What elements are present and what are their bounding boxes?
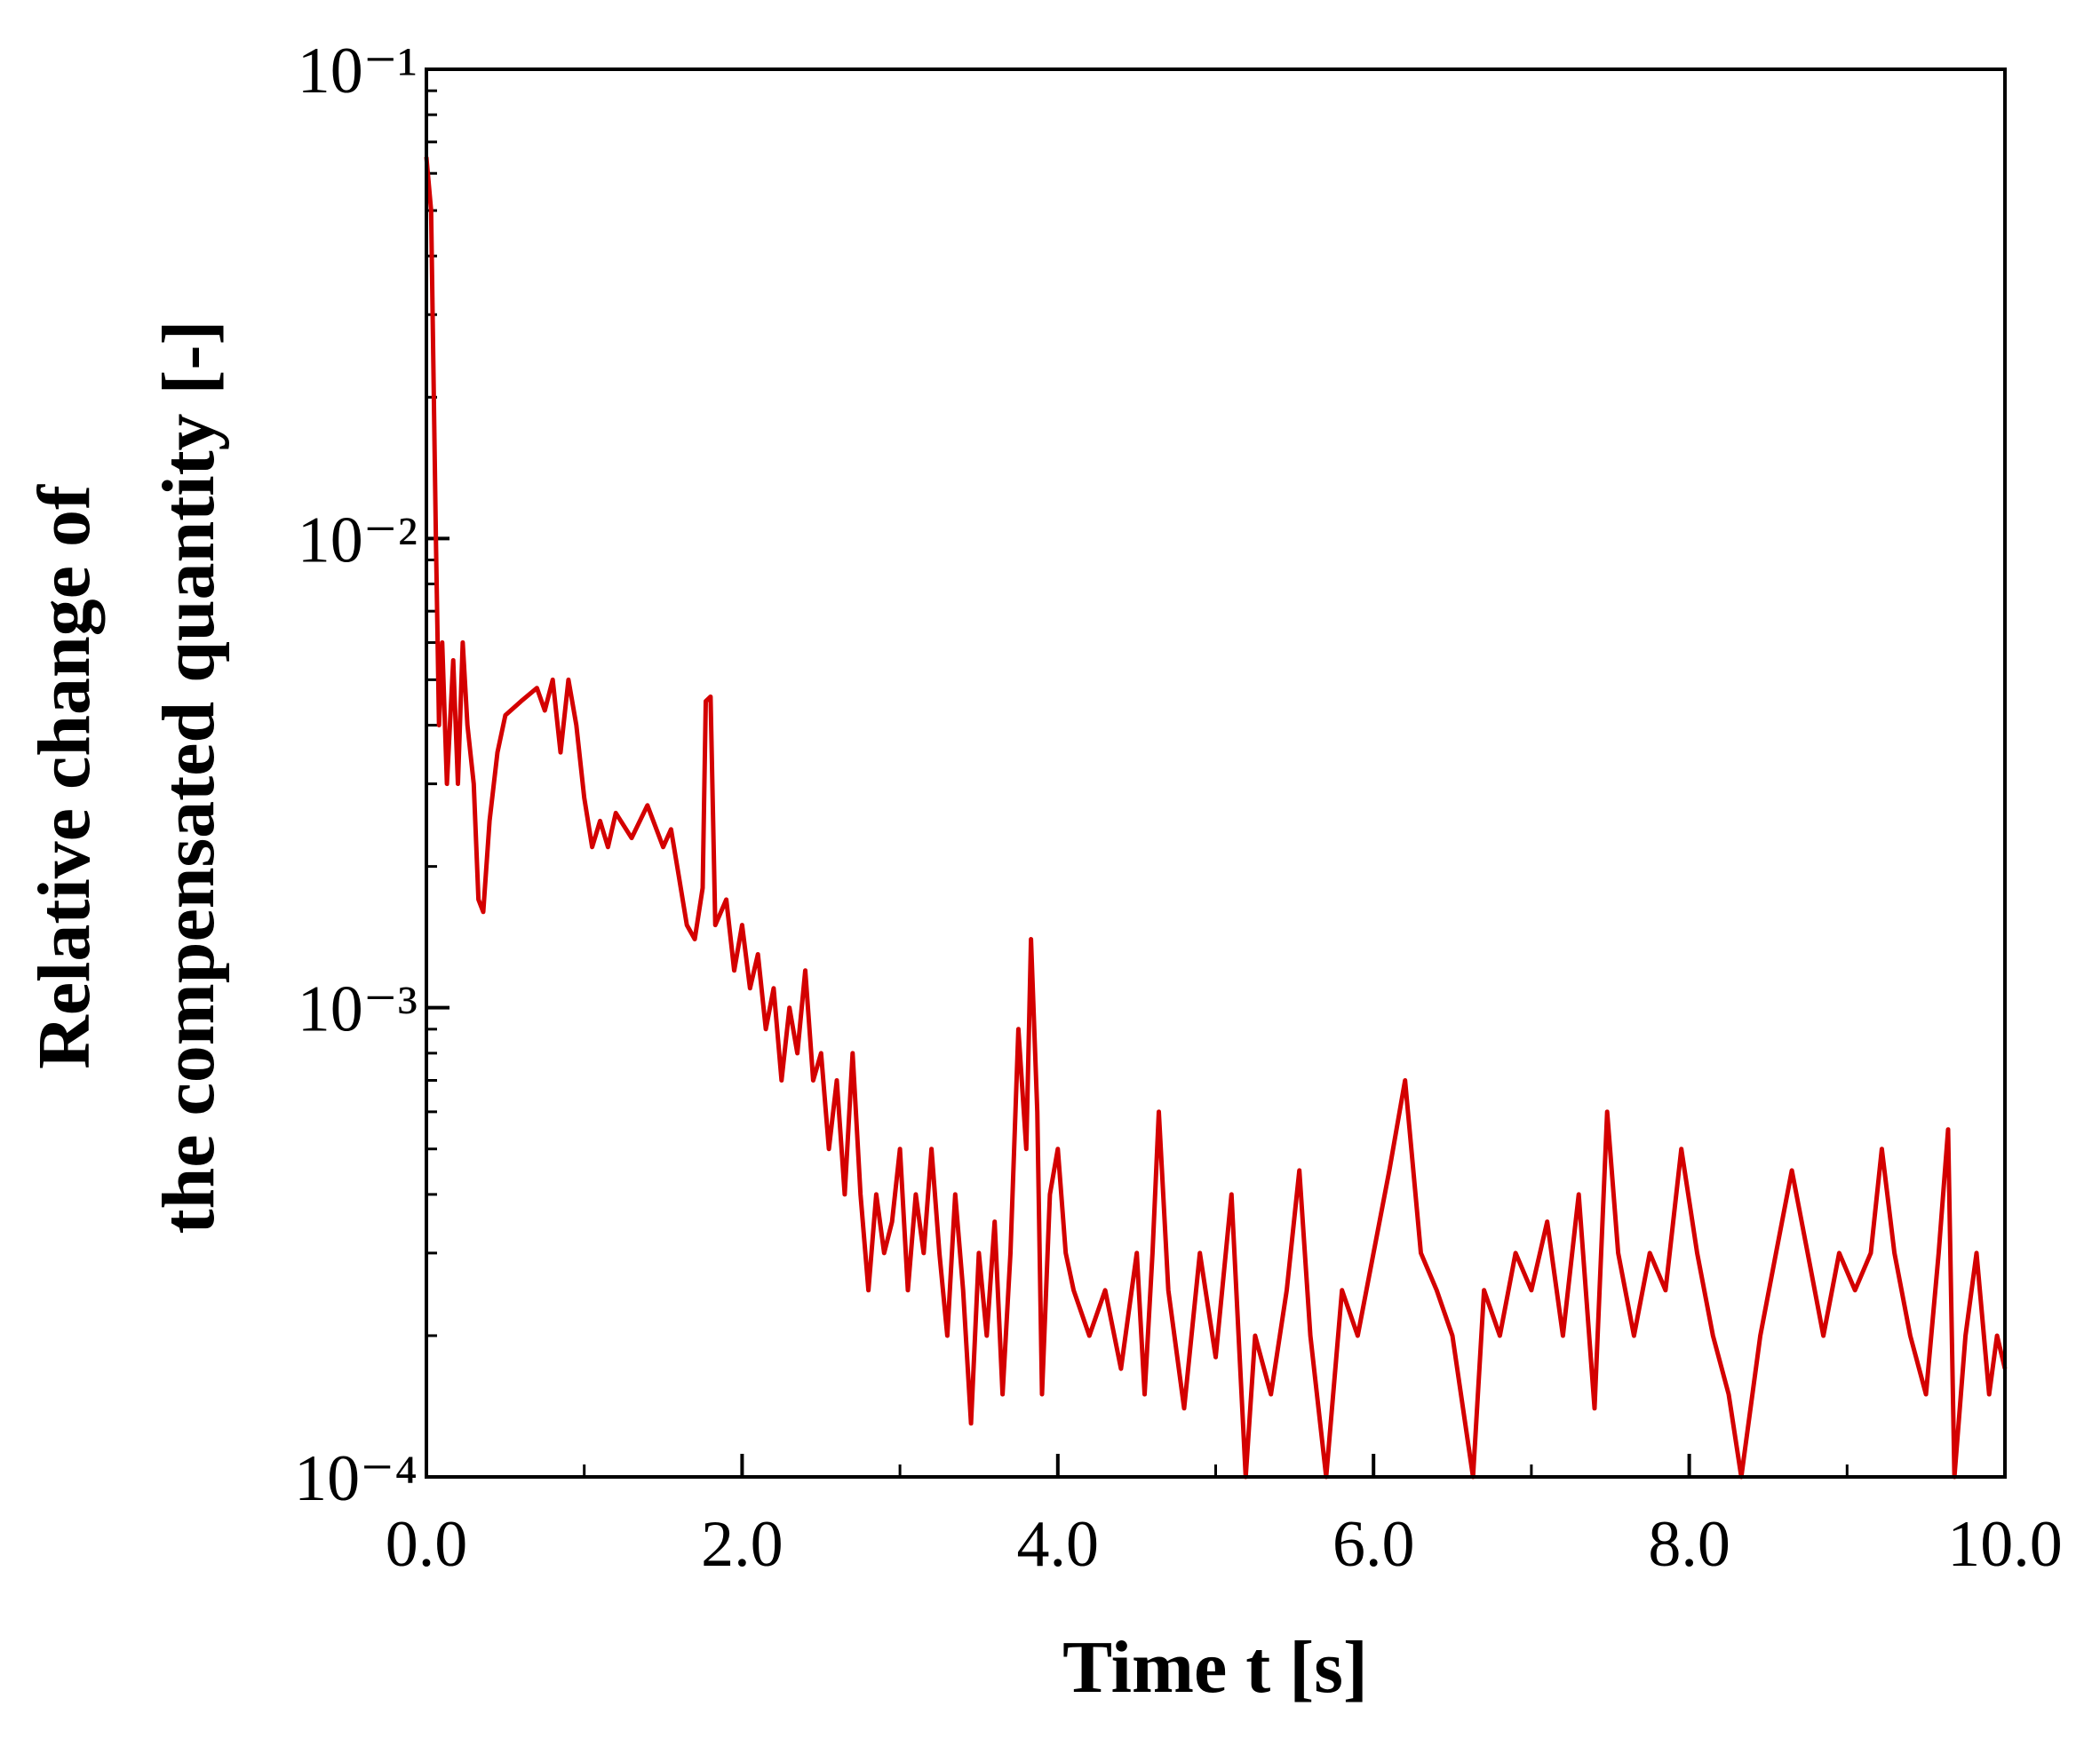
- x-tick-label: 0.0: [386, 1508, 468, 1581]
- x-tick-label: 2.0: [701, 1508, 784, 1581]
- x-tick-label: 10.0: [1947, 1508, 2063, 1581]
- x-tick-label: 8.0: [1648, 1508, 1730, 1581]
- data-line: [424, 156, 2008, 1480]
- x-tick-label: 6.0: [1332, 1508, 1415, 1581]
- y-tick-label: 10⁻²: [298, 504, 418, 576]
- y-tick-label: 10⁻³: [298, 973, 418, 1046]
- y-axis-title: Relative change of: [23, 484, 106, 1069]
- y-tick-label: 10⁻⁴: [294, 1442, 418, 1515]
- x-tick-label: 4.0: [1017, 1508, 1100, 1581]
- plot-frame: [425, 67, 2007, 1479]
- x-axis-title: Time t [s]: [1062, 1626, 1368, 1709]
- y-axis-title: the compensated quantity [-]: [147, 321, 230, 1234]
- y-tick-label: 10⁻¹: [298, 35, 418, 107]
